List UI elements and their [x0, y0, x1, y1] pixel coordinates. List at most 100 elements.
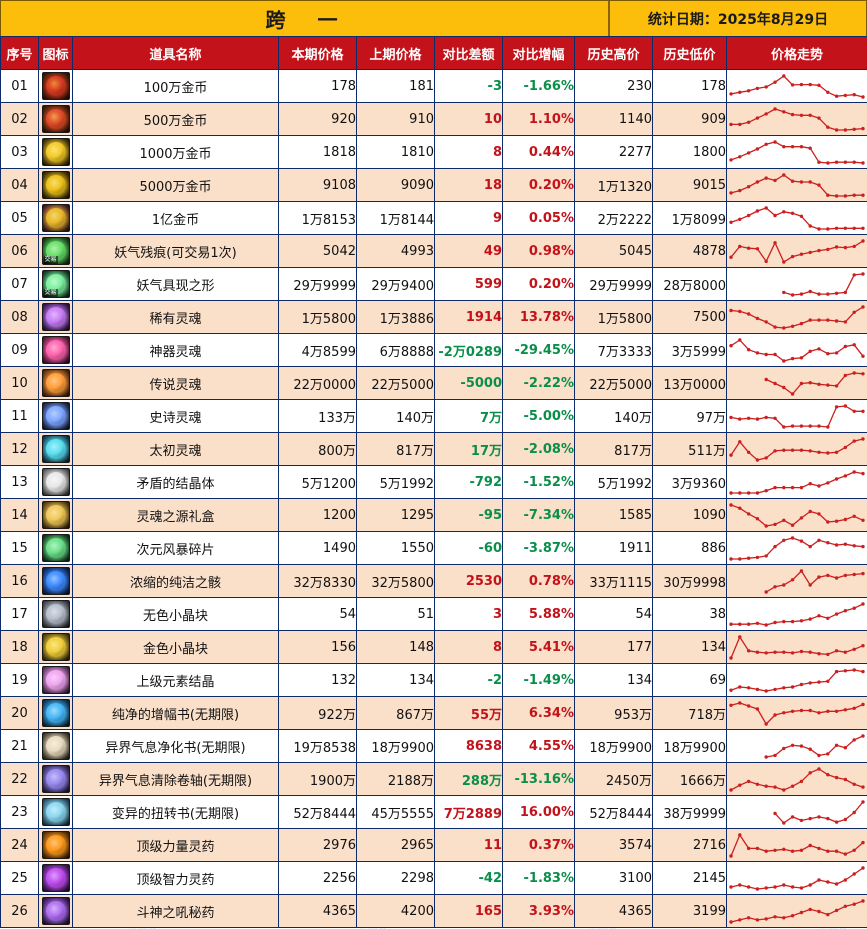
table-row[interactable]: 20 纯净的增幅书(无期限) 922万 867万 55万 6.34% 953万 718万 — [0, 696, 867, 730]
cell-icon[interactable] — [38, 135, 73, 169]
cell-price-trend[interactable] — [726, 597, 867, 631]
cell-icon[interactable] — [38, 696, 73, 730]
cell-price-trend[interactable] — [726, 564, 867, 598]
cell-price-trend[interactable] — [726, 399, 867, 433]
cell-item-name[interactable]: 5000万金币 — [72, 168, 279, 202]
cell-item-name[interactable]: 异界气息净化书(无期限) — [72, 729, 279, 763]
col-header-index[interactable]: 序号 — [0, 36, 39, 70]
cell-icon[interactable] — [38, 894, 73, 928]
table-row[interactable]: 08 稀有灵魂 1万5800 1万3886 1914 13.78% 1万5800 7500 — [0, 300, 867, 334]
cell-price-trend[interactable] — [726, 465, 867, 499]
cell-icon[interactable]: 交易 — [38, 234, 73, 268]
cell-price-trend[interactable] — [726, 333, 867, 367]
cell-price-trend[interactable] — [726, 432, 867, 466]
cell-price-trend[interactable] — [726, 234, 867, 268]
table-row[interactable]: 09 神器灵魂 4万8599 6万8888 -2万0289 -29.45% 7万3333 3万… — [0, 333, 867, 367]
cell-item-name[interactable]: 1亿金币 — [72, 201, 279, 235]
cell-item-name[interactable]: 妖气具现之形 — [72, 267, 279, 301]
cell-item-name[interactable]: 太初灵魂 — [72, 432, 279, 466]
table-row[interactable]: 03 1000万金币 1818 1810 8 0.44% 2277 1800 — [0, 135, 867, 169]
col-header-item-name[interactable]: 道具名称 — [72, 36, 279, 70]
cell-item-name[interactable]: 传说灵魂 — [72, 366, 279, 400]
cell-icon[interactable] — [38, 498, 73, 532]
table-row[interactable]: 10 传说灵魂 22万0000 22万5000 -5000 -2.22% 22万5000 13… — [0, 366, 867, 400]
table-row[interactable]: 15 次元风暴碎片 1490 1550 -60 -3.87% 1911 886 — [0, 531, 867, 565]
cell-item-name[interactable]: 妖气残痕(可交易1次) — [72, 234, 279, 268]
col-header-change-pct[interactable]: 对比增幅 — [502, 36, 575, 70]
cell-icon[interactable] — [38, 630, 73, 664]
table-row[interactable]: 22 异界气息清除卷轴(无期限) 1900万 2188万 288万 -13.16% 2450… — [0, 762, 867, 796]
table-row[interactable]: 06 交易 妖气残痕(可交易1次) 5042 4993 49 0.98% 5045 4878 — [0, 234, 867, 268]
cell-item-name[interactable]: 稀有灵魂 — [72, 300, 279, 334]
table-row[interactable]: 24 顶级力量灵药 2976 2965 11 0.37% 3574 2716 — [0, 828, 867, 862]
cell-icon[interactable] — [38, 564, 73, 598]
cell-icon[interactable] — [38, 465, 73, 499]
cell-icon[interactable] — [38, 432, 73, 466]
cell-item-name[interactable]: 纯净的增幅书(无期限) — [72, 696, 279, 730]
cell-item-name[interactable]: 异界气息清除卷轴(无期限) — [72, 762, 279, 796]
cell-icon[interactable] — [38, 729, 73, 763]
col-header-history-low[interactable]: 历史低价 — [652, 36, 727, 70]
cell-item-name[interactable]: 无色小晶块 — [72, 597, 279, 631]
col-header-icon[interactable]: 图标 — [38, 36, 73, 70]
cell-price-trend[interactable] — [726, 300, 867, 334]
cell-icon[interactable] — [38, 333, 73, 367]
table-row[interactable]: 05 1亿金币 1万8153 1万8144 9 0.05% 2万2222 1万8099 — [0, 201, 867, 235]
col-header-previous-price[interactable]: 上期价格 — [356, 36, 435, 70]
cell-price-trend[interactable] — [726, 531, 867, 565]
cell-price-trend[interactable] — [726, 366, 867, 400]
table-row[interactable]: 04 5000万金币 9108 9090 18 0.20% 1万1320 9015 — [0, 168, 867, 202]
cell-item-name[interactable]: 1000万金币 — [72, 135, 279, 169]
table-row[interactable]: 18 金色小晶块 156 148 8 5.41% 177 134 — [0, 630, 867, 664]
cell-item-name[interactable]: 斗神之吼秘药 — [72, 894, 279, 928]
table-row[interactable]: 07 交易 妖气具现之形 29万9999 29万9400 599 0.20% 29万9999 2… — [0, 267, 867, 301]
cell-item-name[interactable]: 变异的扭转书(无期限) — [72, 795, 279, 829]
cell-icon[interactable] — [38, 828, 73, 862]
cell-icon[interactable] — [38, 102, 73, 136]
table-row[interactable]: 12 太初灵魂 800万 817万 17万 -2.08% 817万 511万 — [0, 432, 867, 466]
table-row[interactable]: 25 顶级智力灵药 2256 2298 -42 -1.83% 3100 2145 — [0, 861, 867, 895]
cell-price-trend[interactable] — [726, 498, 867, 532]
cell-icon[interactable] — [38, 762, 73, 796]
cell-price-trend[interactable] — [726, 762, 867, 796]
cell-price-trend[interactable] — [726, 630, 867, 664]
cell-item-name[interactable]: 灵魂之源礼盒 — [72, 498, 279, 532]
table-row[interactable]: 02 500万金币 920 910 10 1.10% 1140 909 — [0, 102, 867, 136]
table-row[interactable]: 21 异界气息净化书(无期限) 19万8538 18万9900 8638 4.55% 18万… — [0, 729, 867, 763]
cell-price-trend[interactable] — [726, 795, 867, 829]
cell-price-trend[interactable] — [726, 168, 867, 202]
table-row[interactable]: 01 100万金币 178 181 -3 -1.66% 230 178 — [0, 69, 867, 103]
cell-item-name[interactable]: 次元风暴碎片 — [72, 531, 279, 565]
col-header-price-trend[interactable]: 价格走势 — [726, 36, 867, 70]
cell-icon[interactable] — [38, 663, 73, 697]
col-header-diff[interactable]: 对比差额 — [434, 36, 503, 70]
cell-price-trend[interactable] — [726, 828, 867, 862]
cell-item-name[interactable]: 100万金币 — [72, 69, 279, 103]
table-row[interactable]: 16 浓缩的纯洁之骸 32万8330 32万5800 2530 0.78% 33万1115 3… — [0, 564, 867, 598]
cell-price-trend[interactable] — [726, 696, 867, 730]
cell-price-trend[interactable] — [726, 201, 867, 235]
cell-price-trend[interactable] — [726, 102, 867, 136]
cell-item-name[interactable]: 矛盾的结晶体 — [72, 465, 279, 499]
cell-price-trend[interactable] — [726, 135, 867, 169]
cell-icon[interactable] — [38, 201, 73, 235]
cell-price-trend[interactable] — [726, 894, 867, 928]
cell-icon[interactable]: 交易 — [38, 267, 73, 301]
cell-item-name[interactable]: 顶级智力灵药 — [72, 861, 279, 895]
cell-icon[interactable] — [38, 597, 73, 631]
cell-icon[interactable] — [38, 168, 73, 202]
cell-price-trend[interactable] — [726, 729, 867, 763]
table-row[interactable]: 26 斗神之吼秘药 4365 4200 165 3.93% 4365 3199 — [0, 894, 867, 928]
table-row[interactable]: 14 灵魂之源礼盒 1200 1295 -95 -7.34% 1585 1090 — [0, 498, 867, 532]
cell-icon[interactable] — [38, 531, 73, 565]
cell-price-trend[interactable] — [726, 663, 867, 697]
cell-item-name[interactable]: 上级元素结晶 — [72, 663, 279, 697]
cell-item-name[interactable]: 神器灵魂 — [72, 333, 279, 367]
cell-icon[interactable] — [38, 366, 73, 400]
cell-price-trend[interactable] — [726, 69, 867, 103]
cell-item-name[interactable]: 浓缩的纯洁之骸 — [72, 564, 279, 598]
cell-icon[interactable] — [38, 300, 73, 334]
cell-item-name[interactable]: 500万金币 — [72, 102, 279, 136]
cell-icon[interactable] — [38, 399, 73, 433]
cell-item-name[interactable]: 金色小晶块 — [72, 630, 279, 664]
